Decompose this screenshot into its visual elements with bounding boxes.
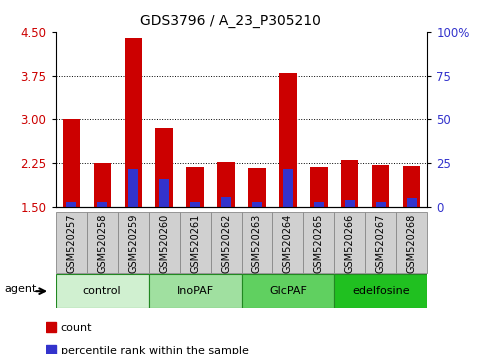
Text: agent: agent xyxy=(4,285,37,295)
FancyBboxPatch shape xyxy=(272,212,303,273)
Bar xyxy=(311,167,327,207)
Text: GSM520261: GSM520261 xyxy=(190,214,200,273)
Text: GSM520262: GSM520262 xyxy=(221,214,231,273)
FancyBboxPatch shape xyxy=(334,212,366,273)
Text: GSM520264: GSM520264 xyxy=(283,214,293,273)
FancyBboxPatch shape xyxy=(303,212,334,273)
FancyBboxPatch shape xyxy=(397,212,427,273)
Text: GSM520267: GSM520267 xyxy=(376,214,386,273)
Bar xyxy=(66,202,76,207)
Text: InoPAF: InoPAF xyxy=(176,286,213,296)
FancyBboxPatch shape xyxy=(149,274,242,308)
Title: GDS3796 / A_23_P305210: GDS3796 / A_23_P305210 xyxy=(140,14,321,28)
FancyBboxPatch shape xyxy=(334,274,427,308)
Bar xyxy=(190,202,200,207)
FancyBboxPatch shape xyxy=(117,212,149,273)
Text: edelfosine: edelfosine xyxy=(352,286,410,296)
Text: percentile rank within the sample: percentile rank within the sample xyxy=(61,346,249,354)
Text: GSM520266: GSM520266 xyxy=(345,214,355,273)
Bar xyxy=(46,345,56,354)
Text: GSM520257: GSM520257 xyxy=(66,214,76,273)
FancyBboxPatch shape xyxy=(180,212,211,273)
FancyBboxPatch shape xyxy=(242,212,272,273)
Bar xyxy=(280,73,297,207)
Text: GSM520258: GSM520258 xyxy=(97,214,107,273)
Bar xyxy=(407,198,417,207)
FancyBboxPatch shape xyxy=(242,274,334,308)
Text: GSM520260: GSM520260 xyxy=(159,214,169,273)
Bar xyxy=(341,160,358,207)
Bar xyxy=(221,196,231,207)
Text: GSM520259: GSM520259 xyxy=(128,214,138,273)
Bar xyxy=(158,179,170,207)
Bar xyxy=(252,202,262,207)
Bar xyxy=(376,202,386,207)
FancyBboxPatch shape xyxy=(56,274,149,308)
Bar xyxy=(283,169,293,207)
Text: GSM520263: GSM520263 xyxy=(252,214,262,273)
Bar xyxy=(344,200,355,207)
Text: count: count xyxy=(61,323,92,333)
FancyBboxPatch shape xyxy=(86,212,117,273)
Bar xyxy=(313,202,325,207)
FancyBboxPatch shape xyxy=(211,212,242,273)
Text: GSM520268: GSM520268 xyxy=(407,214,417,273)
Bar xyxy=(248,168,266,207)
Text: control: control xyxy=(83,286,121,296)
FancyBboxPatch shape xyxy=(149,212,180,273)
Text: GlcPAF: GlcPAF xyxy=(269,286,307,296)
FancyBboxPatch shape xyxy=(56,212,86,273)
Bar xyxy=(94,163,111,207)
Bar xyxy=(186,167,203,207)
Bar xyxy=(62,120,80,207)
Bar xyxy=(125,38,142,207)
Bar xyxy=(97,202,107,207)
Bar xyxy=(46,322,56,332)
Bar xyxy=(128,169,139,207)
Bar xyxy=(372,165,389,207)
FancyBboxPatch shape xyxy=(366,212,397,273)
Bar xyxy=(156,128,172,207)
Bar xyxy=(403,166,421,207)
Bar xyxy=(217,161,235,207)
Text: GSM520265: GSM520265 xyxy=(314,214,324,273)
